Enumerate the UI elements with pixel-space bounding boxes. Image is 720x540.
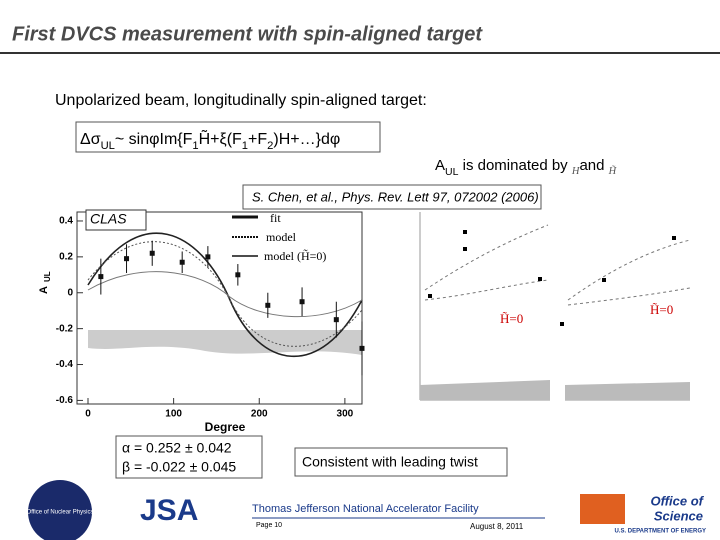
lab-name: Thomas Jefferson National Accelerator Fa…	[252, 503, 479, 515]
right-point	[428, 294, 432, 298]
office-line: Science	[654, 508, 703, 523]
x-tick-label: 100	[165, 409, 182, 420]
right-curve	[567, 287, 691, 306]
text-part: UL	[445, 166, 459, 178]
label-box	[85, 209, 147, 231]
fit-curve	[87, 232, 363, 358]
right-label: H̃=0	[650, 302, 673, 317]
x-tick-label: 200	[251, 409, 268, 420]
right-point	[463, 247, 467, 251]
formula-box	[75, 121, 381, 153]
text-part: 2	[267, 140, 273, 152]
text-part: UL	[101, 140, 115, 152]
legend-entry: fit	[270, 211, 281, 225]
data-point	[265, 302, 271, 308]
note: AUL is dominated by Hand H̃	[435, 157, 618, 178]
fit-param: β = -0.022 ± 0.045	[122, 459, 236, 475]
data-point	[235, 272, 241, 278]
x-tick-label: 0	[85, 409, 91, 420]
plot-label: CLAS	[90, 211, 127, 227]
right-point	[602, 278, 606, 282]
model-h0-curve	[87, 271, 363, 318]
legend-entry: model	[266, 230, 297, 244]
plot-frame	[76, 211, 363, 405]
text-part: )H+…}dφ	[273, 131, 340, 148]
text-part: Δσ	[80, 131, 101, 148]
right-curve	[424, 279, 549, 301]
data-point	[149, 250, 155, 256]
params-box	[115, 435, 263, 479]
fit-param: α = 0.252 ± 0.042	[122, 440, 232, 456]
right-curve	[424, 224, 549, 291]
systematic-band	[88, 330, 362, 355]
legend-entry: model (H̃=0)	[264, 248, 326, 262]
model-curve	[87, 241, 363, 347]
data-point	[179, 259, 185, 265]
text-part: 1	[242, 140, 248, 152]
title: First DVCS measurement with spin-aligned…	[12, 23, 483, 45]
right-point	[538, 277, 542, 281]
date: August 8, 2011	[470, 522, 524, 531]
y-tick-label: -0.6	[56, 395, 74, 406]
x-tick-label: 300	[337, 409, 354, 420]
left-plot: CLAS fit model model (H̃=0) Degree A UL 0…	[38, 209, 365, 434]
doe-label: U.S. DEPARTMENT OF ENERGY	[614, 529, 706, 535]
y-tick-label: -0.4	[56, 359, 74, 370]
y-tick-label: 0	[67, 287, 73, 298]
doe-emblem	[580, 494, 625, 524]
data-point	[98, 274, 104, 280]
data-point	[299, 299, 305, 305]
right-label: H̃=0	[500, 311, 523, 326]
text-part: A	[435, 157, 445, 174]
reference-box	[242, 184, 542, 210]
right-plot-area	[372, 212, 700, 402]
text-part: ~ sinφIm{F	[115, 131, 193, 148]
y-tick-label: 0.4	[59, 216, 73, 227]
text-part: H̃+ξ(F	[199, 129, 242, 149]
formula: ΔσUL~ sinφIm{F1H̃+ξ(F1+F2)H+…}dφ	[80, 129, 340, 152]
data-point	[124, 256, 130, 262]
text-part: 1	[192, 140, 198, 152]
office-line: Office of	[651, 493, 705, 508]
text-part: and	[579, 157, 608, 174]
y-tick-label: -0.2	[56, 323, 74, 334]
right-plot: H̃=0 H̃=0	[372, 212, 700, 402]
subtitle: Unpolarized beam, longitudinally spin-al…	[55, 92, 427, 109]
text-part: H̃	[608, 164, 618, 177]
text-part: H	[571, 166, 581, 177]
text-part: +F	[248, 131, 267, 148]
y-tick-label: 0.2	[59, 252, 73, 263]
right-point	[560, 322, 564, 326]
page-number: Page 10	[256, 522, 282, 529]
x-axis-label: Degree	[205, 420, 246, 434]
jsa-logo: JSA	[140, 494, 198, 527]
data-point	[359, 345, 365, 351]
right-point	[672, 236, 676, 240]
right-point	[463, 230, 467, 234]
onp-text: Office of Nuclear Physics	[27, 510, 94, 516]
data-point	[333, 317, 339, 323]
conclusion-box	[294, 447, 508, 477]
right-curve	[567, 239, 691, 301]
y-axis-label: A	[38, 286, 50, 294]
conclusion: Consistent with leading twist	[302, 454, 478, 470]
right-band	[420, 380, 690, 400]
data-point	[205, 254, 211, 260]
y-axis-label-sub: UL	[43, 271, 52, 282]
reference: S. Chen, et al., Phys. Rev. Lett 97, 072…	[252, 189, 539, 204]
text-part: is dominated by	[458, 157, 571, 174]
onp-logo	[28, 480, 92, 540]
